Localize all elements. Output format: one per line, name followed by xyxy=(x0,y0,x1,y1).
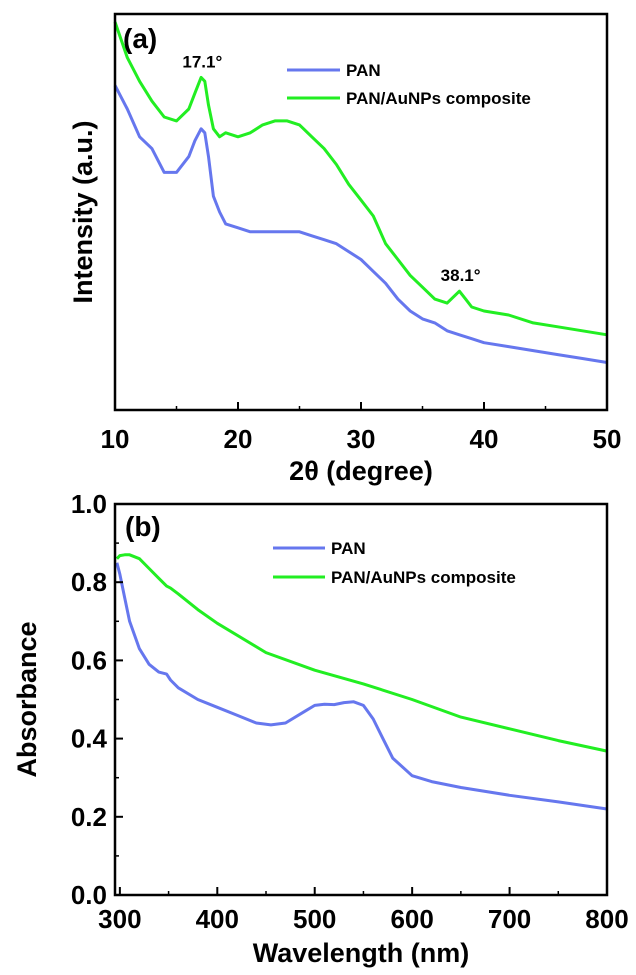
panel-b-label: (b) xyxy=(125,511,161,542)
panel-a-series-group xyxy=(113,21,608,364)
panel-b-x-tick-label: 800 xyxy=(585,904,628,934)
panel-a-peak-annotation: 17.1° xyxy=(182,52,222,71)
panel-a-chart: 10 20 30 40 50 17.1° 38.1° (a) PAN PAN/AuNPs c… xyxy=(68,12,622,486)
panel-a-y-axis-label: Intensity (a.u.) xyxy=(68,120,98,303)
panel-a-legend: PAN PAN/AuNPs composite xyxy=(287,61,531,108)
panel-a-x-tick-label: 20 xyxy=(224,424,253,454)
panel-b-legend: PAN PAN/AuNPs composite xyxy=(273,539,516,587)
panel-b-x-tick-label: 400 xyxy=(196,904,239,934)
panel-a-x-tick-label: 10 xyxy=(101,424,130,454)
panel-b-series-group xyxy=(115,553,608,811)
panel-b-y-tick-label: 0.4 xyxy=(71,724,108,754)
panel-b-x-axis-label: Wavelength (nm) xyxy=(253,938,470,968)
panel-a-x-tick-label: 30 xyxy=(347,424,376,454)
panel-a-series-line-1 xyxy=(113,84,608,364)
panel-a-x-tick-label: 40 xyxy=(470,424,499,454)
panel-b-y-tick-label: 0.8 xyxy=(71,567,107,597)
panel-a-legend-label: PAN xyxy=(346,61,381,80)
panel-b-y-axis-label: Absorbance xyxy=(12,621,42,777)
panel-b-tick-group: 300 400 500 600 700 800 0.0 0.2 0.4 0.6 0.8 1.0 xyxy=(71,489,629,934)
panel-b-x-tick-label: 500 xyxy=(293,904,336,934)
panel-b-y-tick-label: 0.0 xyxy=(71,880,107,910)
panel-b-y-tick-label: 0.2 xyxy=(71,802,107,832)
panel-b-series-line-2 xyxy=(115,553,608,753)
panel-a-label: (a) xyxy=(123,23,157,54)
panel-a-x-tick-label: 50 xyxy=(593,424,622,454)
panel-b-series-line-1 xyxy=(115,562,608,811)
panel-b-y-tick-label: 0.6 xyxy=(71,645,107,675)
panel-b-chart: 300 400 500 600 700 800 0.0 0.2 0.4 0.6 0.8 1.0 (b)… xyxy=(12,489,629,968)
panel-a-x-axis-label: 2θ (degree) xyxy=(289,456,433,486)
panel-a-tick-group: 10 20 30 40 50 xyxy=(101,402,622,454)
panel-b-y-tick-label: 1.0 xyxy=(71,489,107,519)
panel-b-legend-label: PAN/AuNPs composite xyxy=(331,568,516,587)
panel-b-axes-frame xyxy=(113,502,609,897)
panel-a-annotations: 17.1° 38.1° xyxy=(182,52,480,285)
panel-b-x-tick-label: 700 xyxy=(488,904,531,934)
panel-b-legend-label: PAN xyxy=(331,539,366,558)
panel-a-peak-annotation: 38.1° xyxy=(441,266,481,285)
panel-b-x-tick-label: 300 xyxy=(98,904,141,934)
panel-a-legend-label: PAN/AuNPs composite xyxy=(346,89,531,108)
panel-b-x-tick-label: 600 xyxy=(390,904,433,934)
panel-a-series-line-2 xyxy=(113,21,608,337)
